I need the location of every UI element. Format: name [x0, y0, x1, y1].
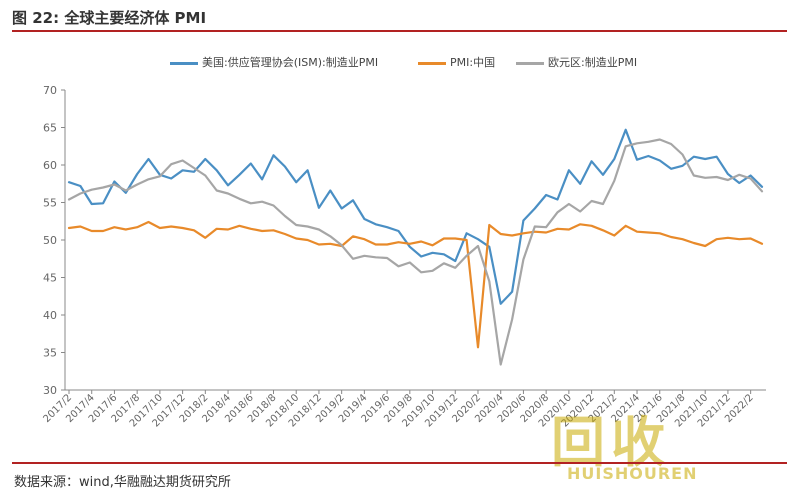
y-tick-label: 50 — [43, 234, 57, 247]
series-line-1 — [67, 220, 764, 349]
legend-swatch-euro — [516, 61, 544, 65]
y-tick-label: 55 — [43, 197, 57, 210]
series-line-0 — [67, 128, 764, 305]
legend-item-euro: 欧元区:制造业PMI — [516, 54, 637, 70]
y-tick-label: 30 — [43, 384, 57, 397]
y-tick-label: 40 — [43, 309, 57, 322]
watermark: 回收 HUISHOUREN — [545, 398, 785, 498]
data-source-note: 数据来源：wind,华融融达期货研究所 — [14, 475, 231, 490]
legend-label-ism: 美国:供应管理协会(ISM):制造业PMI — [202, 56, 379, 69]
chart-legend: 美国:供应管理协会(ISM):制造业PMI PMI:中国 欧元区:制造业PMI — [0, 54, 800, 70]
legend-swatch-ism — [170, 61, 198, 65]
legend-item-ism: 美国:供应管理协会(ISM):制造业PMI — [170, 54, 378, 70]
y-tick-label: 70 — [43, 84, 57, 97]
title-bar: 图 22: 全球主要经济体 PMI — [0, 0, 800, 34]
watermark-logo-subtext: HUISHOUREN — [567, 464, 698, 483]
legend-label-china: PMI:中国 — [450, 56, 496, 69]
y-tick-label: 65 — [43, 122, 57, 135]
series-line-2 — [67, 138, 764, 366]
top-rule — [12, 30, 787, 32]
legend-item-china: PMI:中国 — [418, 54, 495, 70]
legend-label-euro: 欧元区:制造业PMI — [548, 56, 638, 69]
page-title: 图 22: 全球主要经济体 PMI — [12, 9, 207, 27]
bottom-rule — [12, 462, 787, 464]
y-tick-label: 35 — [43, 347, 57, 360]
y-tick-label: 60 — [43, 159, 57, 172]
legend-swatch-china — [418, 61, 446, 65]
y-tick-label: 45 — [43, 272, 57, 285]
